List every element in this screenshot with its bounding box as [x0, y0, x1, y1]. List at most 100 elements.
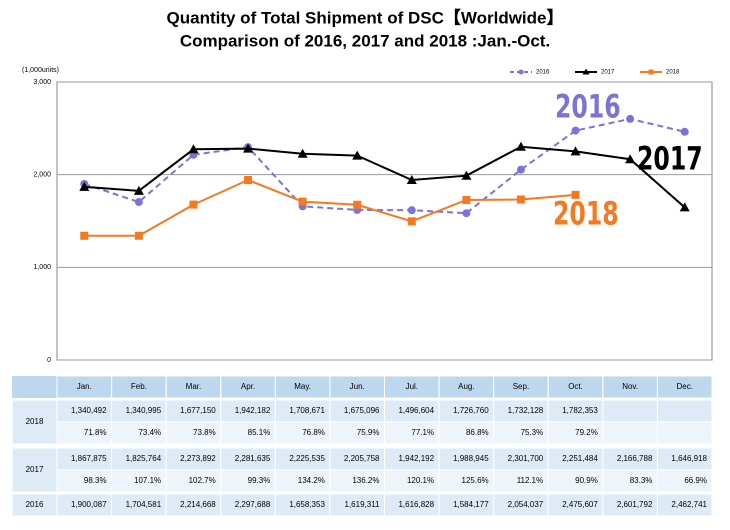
table-header: Dec. [676, 382, 692, 391]
marker [352, 150, 363, 160]
table-value: 75.9% [357, 428, 380, 437]
table-header-bg [12, 376, 712, 398]
marker [298, 197, 307, 206]
marker [189, 200, 198, 209]
marker [680, 127, 689, 136]
table-value: 1,619,311 [345, 500, 381, 509]
table-value: 99.3% [248, 476, 271, 485]
table-value: 66.9% [684, 476, 707, 485]
table-value: 85.1% [248, 428, 271, 437]
table-value: 1,616,828 [398, 500, 434, 509]
marker [626, 114, 635, 123]
marker [462, 209, 471, 218]
marker [571, 190, 580, 199]
table-value: 1,584,177 [453, 500, 489, 509]
marker [406, 175, 417, 185]
table-cell [602, 399, 658, 423]
table-value: 1,675,096 [344, 406, 380, 415]
table-value: 2,225,535 [289, 454, 325, 463]
y-tick-label: 1,000 [33, 264, 51, 271]
table-cell [656, 469, 713, 493]
marker [515, 141, 526, 151]
marker [570, 146, 581, 156]
table-value: 134.2% [298, 476, 325, 485]
table-header: Oct. [568, 382, 583, 391]
table-value: 86.8% [466, 428, 489, 437]
series-annotation: 2018 [553, 195, 619, 232]
table-value: 2,166,788 [617, 454, 653, 463]
table-value: 2,601,792 [617, 500, 653, 509]
table-value: 2,251,484 [562, 454, 598, 463]
table-value: 1,646,918 [671, 454, 707, 463]
table-value: 102.7% [189, 476, 216, 485]
table-value: 1,782,353 [562, 406, 598, 415]
table-value: 73.8% [193, 428, 216, 437]
table-value: 73.4% [138, 428, 161, 437]
table-value: 1,867,875 [71, 454, 107, 463]
legend-label: 2016 [536, 70, 550, 76]
series-line [84, 178, 576, 237]
table-value: 107.1% [134, 476, 161, 485]
marker [188, 144, 199, 154]
table-value: 2,214,668 [180, 500, 216, 509]
marker [679, 202, 690, 212]
table-row-label: 2016 [26, 500, 44, 509]
table-header: Jul. [406, 382, 418, 391]
table-value: 2,475,607 [562, 500, 598, 509]
table-value: 1,942,182 [235, 406, 271, 415]
marker [134, 198, 143, 207]
table-value: 2,301,700 [508, 454, 544, 463]
table-header: May. [294, 382, 311, 391]
table-value: 79.2% [575, 428, 598, 437]
table-value: 76.8% [302, 428, 325, 437]
table-value: 1,340,995 [126, 406, 162, 415]
table-value: 90.9% [575, 476, 598, 485]
table-cell [656, 493, 713, 517]
series-annotation: 2016 [555, 88, 621, 125]
marker [518, 69, 524, 75]
marker [244, 176, 253, 185]
marker [407, 217, 416, 226]
marker [297, 148, 308, 158]
table-value: 1,340,492 [71, 406, 107, 415]
table-value: 2,297,688 [235, 500, 271, 509]
marker [134, 231, 143, 240]
series-annotation: 2017 [637, 140, 703, 177]
legend-label: 2018 [666, 70, 680, 76]
marker [407, 206, 416, 215]
marker [80, 231, 89, 240]
table-value: 136.2% [352, 476, 379, 485]
chart-subtitle: Comparison of 2016, 2017 and 2018 :Jan.-… [180, 31, 550, 50]
table-row-head [11, 447, 58, 493]
table-value: 1,704,581 [126, 500, 162, 509]
table-value: 112.1% [517, 476, 544, 485]
marker [625, 154, 636, 164]
table-value: 1,658,353 [289, 500, 325, 509]
table-cell [656, 421, 713, 445]
table-value: 1,677,150 [180, 406, 216, 415]
table-value: 2,273,892 [180, 454, 216, 463]
table-value: 1,825,764 [126, 454, 162, 463]
marker [516, 165, 525, 174]
table-row-label: 2018 [26, 417, 44, 426]
marker [571, 126, 580, 135]
table-value: 1,942,192 [398, 454, 434, 463]
chart-title: Quantity of Total Shipment of DSC【Worldw… [167, 7, 564, 27]
table-value: 77.1% [411, 428, 434, 437]
table-value: 125.6% [462, 476, 489, 485]
table-row-head [11, 399, 58, 445]
marker [461, 170, 472, 180]
marker [516, 195, 525, 204]
table-value: 2,462,741 [671, 500, 707, 509]
table-header-cell [656, 375, 713, 399]
series-line [83, 117, 685, 215]
table-value: 2,054,037 [508, 500, 544, 509]
table-value: 1,496,604 [398, 406, 434, 415]
table-row-label: 2017 [26, 465, 44, 474]
table-value: 83.3% [630, 476, 653, 485]
table-value: 71.8% [84, 428, 107, 437]
table-value: 120.1% [407, 476, 434, 485]
table-header: Jan. [77, 382, 92, 391]
table-value: 1,900,087 [71, 500, 107, 509]
